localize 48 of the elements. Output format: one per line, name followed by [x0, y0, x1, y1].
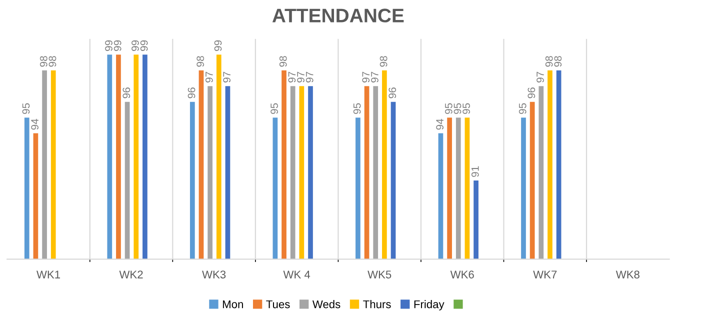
data-label: 97 — [297, 72, 304, 82]
data-label: 98 — [545, 56, 553, 67]
x-tick-label: WK7 — [533, 270, 557, 278]
legend-label: Thurs — [363, 300, 391, 308]
x-tick-label: WK8 — [616, 270, 640, 278]
data-label: 96 — [528, 88, 536, 98]
data-label: 95 — [22, 103, 30, 114]
data-label: 98 — [279, 56, 287, 67]
data-label: 91 — [471, 166, 479, 177]
data-label: 98 — [380, 56, 388, 67]
data-label: 96 — [188, 88, 196, 98]
data-label: 98 — [554, 56, 562, 67]
x-tick-label: WK5 — [368, 270, 392, 278]
data-label: 95 — [462, 103, 470, 114]
x-tick-label: WK 4 — [283, 270, 310, 278]
data-label: 97 — [371, 72, 378, 82]
data-label: 97 — [306, 72, 314, 82]
data-label: 96 — [122, 88, 130, 98]
data-label: 99 — [132, 40, 139, 51]
x-tick-label: WK1 — [36, 270, 60, 278]
data-label: 95 — [454, 103, 462, 114]
data-label: 98 — [40, 56, 48, 67]
data-label: 97 — [205, 72, 213, 82]
data-label: 97 — [362, 72, 370, 82]
x-tick-label: WK2 — [119, 270, 143, 278]
data-label: 98 — [48, 56, 56, 67]
legend-label: Weds — [312, 300, 340, 308]
data-label: 94 — [31, 118, 38, 130]
chart-title: ATTENDANCE — [272, 8, 404, 22]
data-label: 99 — [105, 40, 112, 51]
data-label: 95 — [444, 103, 452, 114]
data-label: 98 — [196, 56, 204, 67]
data-label: 95 — [353, 103, 361, 114]
legend-label: Friday — [414, 300, 444, 310]
data-label: 99 — [140, 40, 148, 51]
data-label: 97 — [288, 72, 296, 82]
data-label: 96 — [388, 88, 396, 98]
data-label: 94 — [436, 118, 444, 130]
data-label: 99 — [214, 40, 222, 51]
legend-label: Mon — [222, 300, 243, 308]
data-label: 99 — [114, 40, 122, 51]
x-tick-label: WK6 — [450, 270, 474, 278]
data-label: 97 — [536, 72, 544, 82]
data-label: 95 — [518, 103, 526, 114]
legend-label: Tues — [266, 300, 290, 308]
data-label: 97 — [223, 72, 231, 82]
x-tick-label: WK3 — [202, 270, 226, 278]
data-label: 95 — [270, 103, 278, 114]
